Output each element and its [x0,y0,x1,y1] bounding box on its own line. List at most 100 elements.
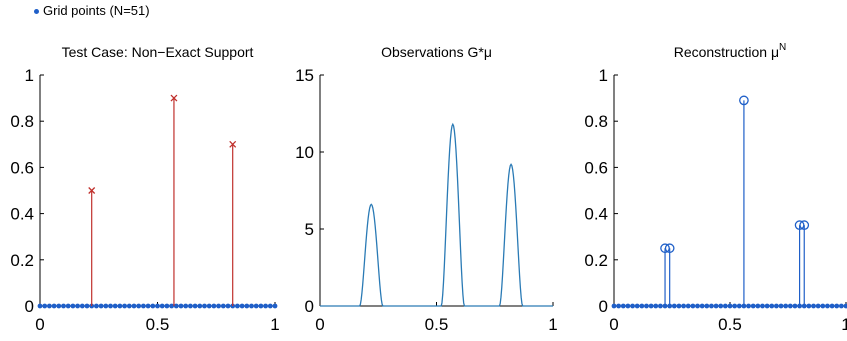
grid-point [769,303,775,309]
grid-point [671,303,677,309]
grid-point [695,303,700,309]
y-tick-label: 0 [599,297,608,316]
grid-point [145,303,151,309]
y-tick-label: 0.4 [584,205,608,224]
grid-point [736,303,742,309]
grid-point [750,303,756,309]
y-tick-label: 5 [305,220,314,239]
grid-point [150,303,156,309]
grid-point [783,303,789,309]
grid-point [47,303,52,309]
y-tick-label: 0.6 [584,158,608,177]
grid-point [746,303,751,309]
x-tick-label: 0.5 [146,315,170,334]
legend-label: Grid points (N=51) [43,3,150,18]
y-tick-label: 0.6 [10,158,34,177]
grid-point [183,303,189,309]
grid-point [704,303,710,309]
grid-point [620,303,626,309]
legend: Grid points (N=51) [34,3,150,18]
grid-point [239,303,245,309]
chart-3: Reconstruction μN 0 0.2 0.4 0.6 0.8 1 0 0.5 1 [584,42,847,334]
grid-point [75,303,80,309]
y-tick-label: 1 [25,66,34,85]
grid-point [70,303,76,309]
grid-point [235,303,240,309]
grid-point [760,303,765,309]
stem-marker-circle [739,95,749,106]
grid-point [806,303,812,309]
grid-point [787,303,793,309]
grid-point [825,303,830,309]
grid-point [98,303,104,309]
grid-point [220,303,226,309]
grid-point [639,303,645,309]
x-tick-label: 0.5 [425,315,449,334]
grid-point [79,303,85,309]
grid-point [173,303,179,309]
stem-marker-x [229,140,237,148]
y-tick-label: 10 [295,143,314,162]
grid-point [709,303,714,309]
grid-point [755,303,761,309]
grid-point [61,303,66,309]
grid-point [713,303,719,309]
grid-point [820,303,826,309]
grid-point [658,303,663,309]
grid-point [253,303,259,309]
y-tick-label: 0.4 [10,205,34,224]
grid-point [829,303,835,309]
x-tick-label: 1 [841,315,847,334]
observation-series-line [320,122,553,307]
grid-point [216,303,222,309]
marker-stroke [170,94,178,102]
grid-point [56,303,62,309]
grid-point [838,303,844,309]
grid-point [169,303,175,309]
grid-point [834,303,840,309]
grid-point [37,303,43,309]
grid-point [699,303,705,309]
grid-point [685,303,691,309]
grid-point [244,303,250,309]
grid-point [625,303,631,309]
grid-point [249,303,254,309]
grid-point [206,303,212,309]
y-tick-label: 0 [25,297,34,316]
x-tick-label: 0 [609,315,618,334]
stem-marker-x [88,187,96,194]
grid-point [197,303,203,309]
grid-point [94,303,99,309]
grid-point [117,303,123,309]
chart-title: Test Case: Non−Exact Support [62,44,254,60]
y-tick-label: 0 [305,297,314,316]
grid-point [42,303,48,309]
grid-point [676,303,682,309]
y-tick-label: 0.8 [584,112,608,131]
chart-title: Observations G*μ [381,44,492,60]
grid-point [774,303,779,309]
grid-point [630,303,635,309]
grid-point [141,303,146,309]
grid-point [225,303,231,309]
grid-point [272,303,278,309]
grid-point [122,303,127,309]
grid-point-marker-icon [34,9,39,15]
grid-point [811,303,816,309]
grid-point [764,303,770,309]
y-tick-label: 0.2 [584,251,608,270]
grid-point [178,303,184,309]
grid-point [718,303,724,309]
grid-point [112,303,118,309]
grid-point [84,303,90,309]
grid-point [131,303,137,309]
grid-point [727,303,733,309]
grid-point [155,303,160,309]
grid-point [648,303,654,309]
grid-point [192,303,198,309]
y-tick-label: 15 [295,66,314,85]
grid-point [843,303,847,309]
y-tick-label: 0.8 [10,112,34,131]
x-tick-label: 0.5 [718,315,742,334]
